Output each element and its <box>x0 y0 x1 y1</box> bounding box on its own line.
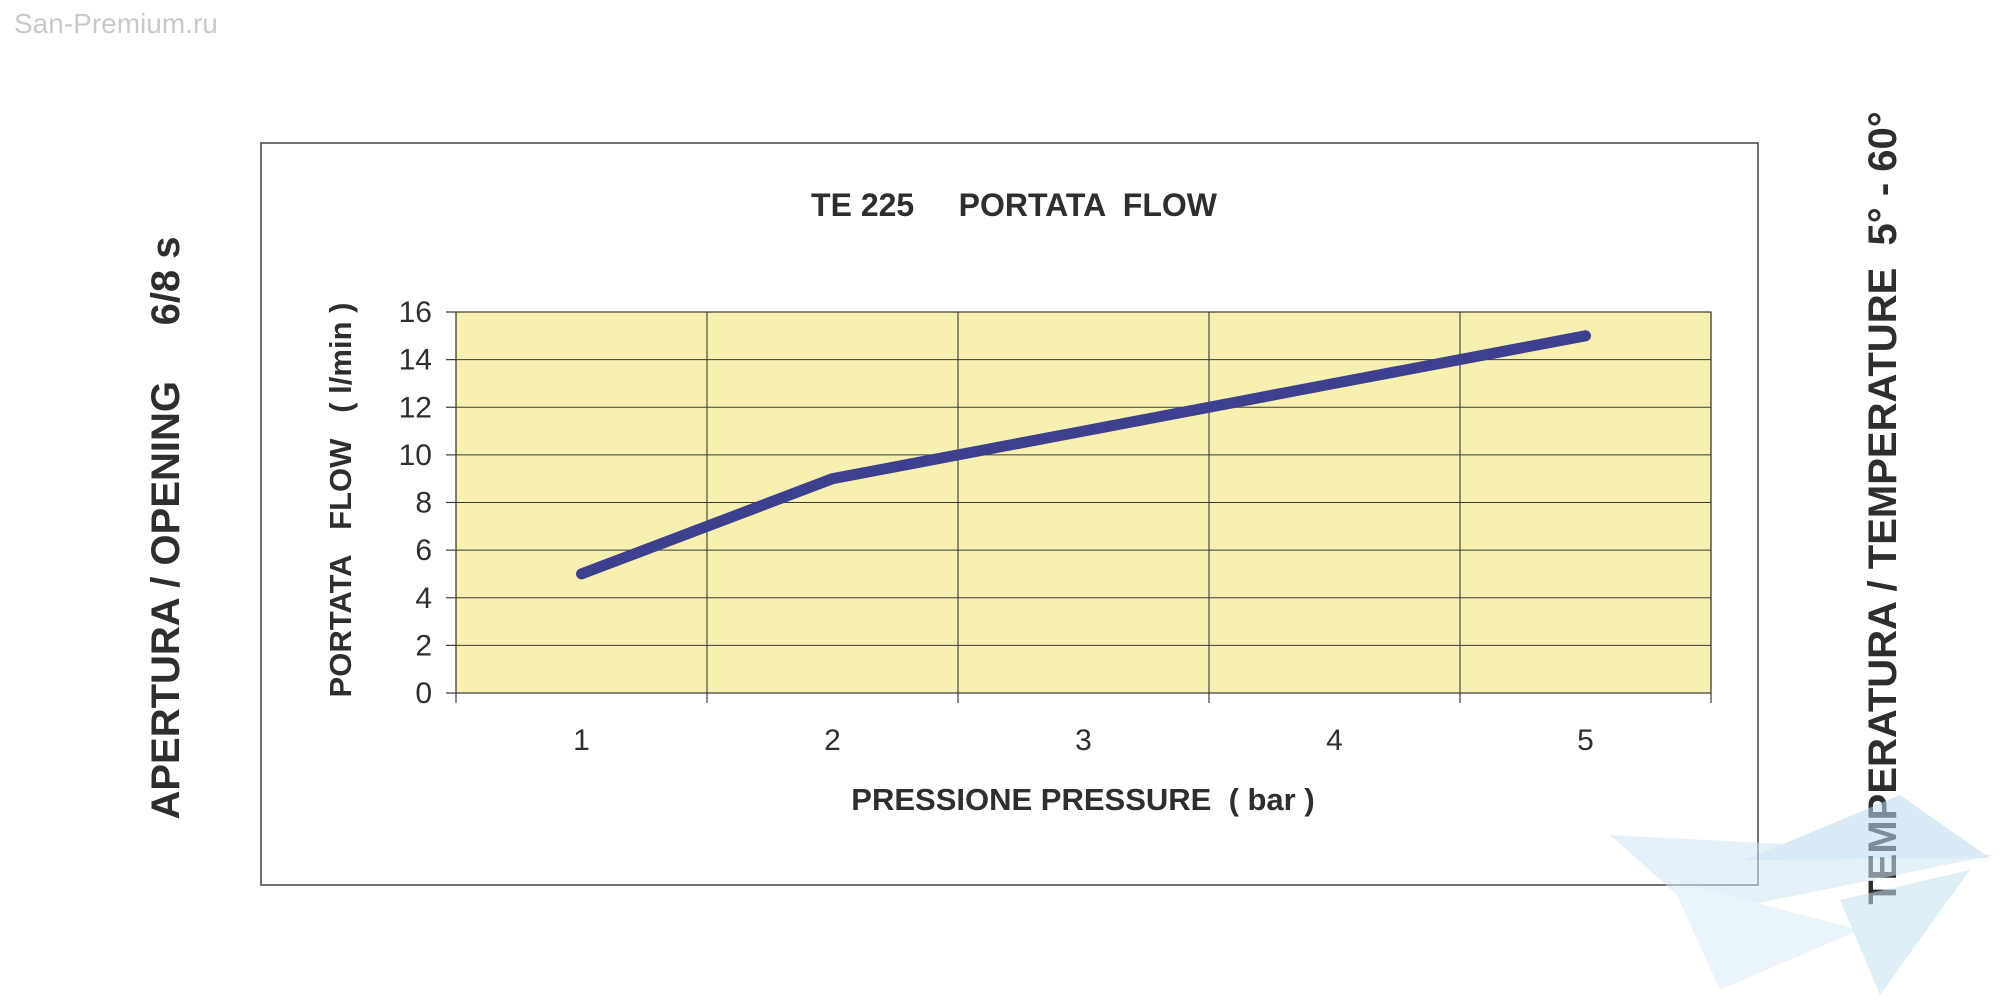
chart-title: TE 225 PORTATA FLOW <box>811 187 1218 223</box>
y-tick-label: 2 <box>415 629 432 662</box>
x-tick-label: 3 <box>1075 724 1092 757</box>
x-axis-title: PRESSIONE PRESSURE ( bar ) <box>851 782 1314 817</box>
watermark-logo <box>1610 795 1995 995</box>
y-tick-label: 14 <box>399 344 432 377</box>
temperature-range-label: TEMPERATURA / TEMPERATURE 5° - 60° <box>1861 111 1905 905</box>
x-tick-label: 1 <box>573 724 590 757</box>
y-tick-label: 8 <box>415 487 432 520</box>
y-tick-label: 0 <box>415 677 432 710</box>
x-tick-labels: 1 2 3 4 5 <box>573 724 1594 757</box>
y-tick-label: 16 <box>399 296 432 329</box>
gridlines <box>446 311 1712 703</box>
x-tick-label: 5 <box>1577 724 1594 757</box>
y-tick-label: 12 <box>399 391 432 424</box>
x-tick-label: 4 <box>1326 724 1343 757</box>
y-tick-label: 4 <box>415 582 432 615</box>
x-tick-label: 2 <box>824 724 841 757</box>
series-lines <box>576 330 1591 580</box>
watermark-text: San-Premium.ru <box>14 8 218 39</box>
y-tick-labels: 0 2 4 6 8 10 12 14 16 <box>399 296 432 710</box>
y-tick-label: 10 <box>399 439 432 472</box>
opening-time-label: APERTURA / OPENING 6/8 s <box>144 236 188 819</box>
y-tick-label: 6 <box>415 534 432 567</box>
y-axis-title: PORTATA FLOW ( l/min ) <box>323 303 358 698</box>
